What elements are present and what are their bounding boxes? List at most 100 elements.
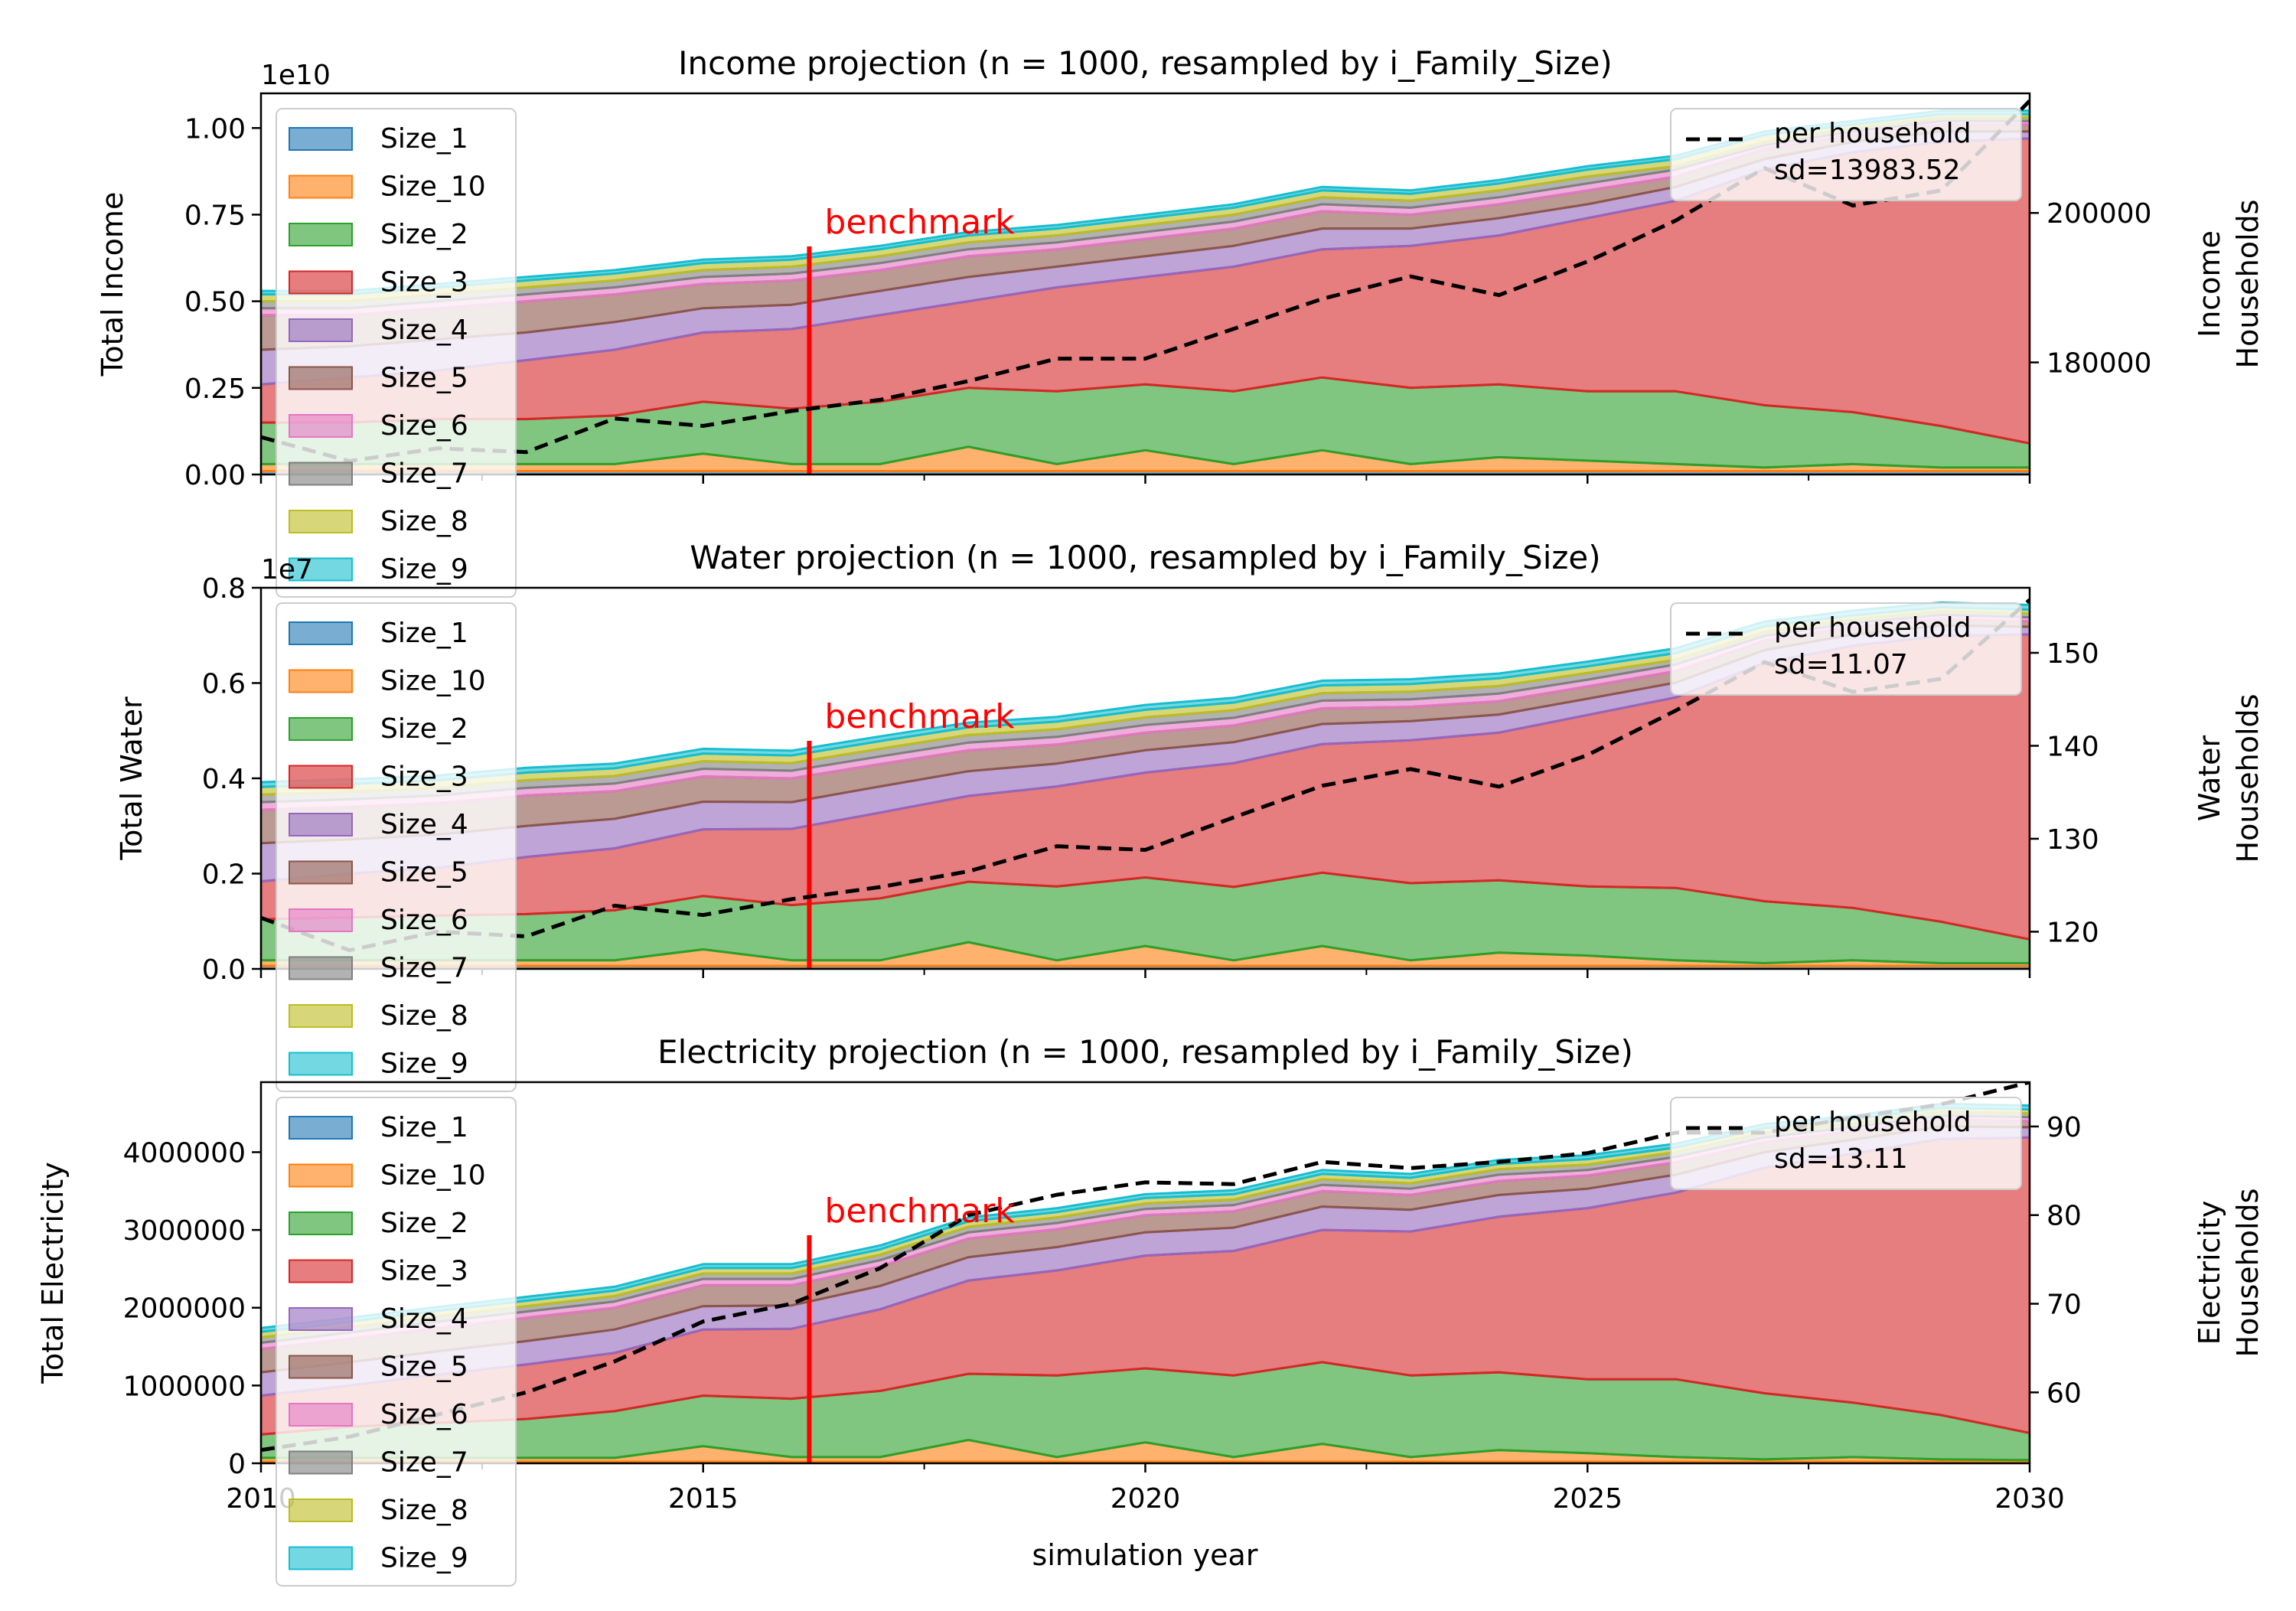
y2-tick-label: 120 bbox=[2047, 917, 2099, 948]
legend-swatch-size-2 bbox=[289, 717, 353, 741]
chart-title: Income projection (n = 1000, resampled b… bbox=[678, 44, 1613, 82]
y-tick-label: 3000000 bbox=[123, 1215, 246, 1247]
x-tick-label: 2015 bbox=[668, 1483, 739, 1515]
legend-label: Size_4 bbox=[380, 315, 468, 346]
chart-title: Water projection (n = 1000, resampled by… bbox=[690, 539, 1600, 576]
legend-swatch-size-9 bbox=[289, 1546, 353, 1570]
legend-swatch-size-10 bbox=[289, 1163, 353, 1188]
legend-swatch-size-5 bbox=[289, 366, 353, 390]
legend-swatch-size-9 bbox=[289, 1052, 353, 1076]
legend-label: Size_9 bbox=[380, 1543, 468, 1574]
legend-swatch-size-5 bbox=[289, 1355, 353, 1379]
legend-swatch-size-1 bbox=[289, 621, 353, 645]
legend-label: Size_7 bbox=[380, 458, 468, 490]
legend-per-household-label: per household bbox=[1774, 612, 1971, 644]
legend-swatch-size-8 bbox=[289, 1004, 353, 1028]
legend-swatch-size-10 bbox=[289, 669, 353, 693]
y-tick-label: 4000000 bbox=[123, 1137, 246, 1169]
legend-label: Size_5 bbox=[380, 1352, 468, 1383]
y2-tick-label: 60 bbox=[2047, 1378, 2082, 1409]
x-tick-label: 2030 bbox=[1994, 1483, 2065, 1515]
y-tick-label: 0.25 bbox=[184, 373, 246, 405]
legend-frame bbox=[1670, 1097, 2022, 1190]
legend-label: Size_5 bbox=[380, 857, 468, 889]
legend-sd-label: sd=13.11 bbox=[1774, 1143, 1908, 1175]
y-tick-label: 0.6 bbox=[202, 669, 246, 700]
legend-label: Size_6 bbox=[380, 905, 468, 936]
legend-swatch-size-3 bbox=[289, 1259, 353, 1283]
legend-swatch-size-5 bbox=[289, 860, 353, 885]
x-tick-label: 2020 bbox=[1110, 1483, 1181, 1515]
y2-axis-label: Electricity bbox=[2193, 1201, 2226, 1345]
y-axis-label: Total Income bbox=[96, 192, 129, 377]
legend-swatch-size-4 bbox=[289, 318, 353, 342]
y2-tick-label: 150 bbox=[2047, 638, 2099, 670]
legend-swatch-size-6 bbox=[289, 1403, 353, 1427]
panels: benchmark0.000.250.500.751.001e101800002… bbox=[36, 44, 2265, 1587]
legend-label: Size_8 bbox=[380, 506, 468, 537]
legend-label: Size_4 bbox=[380, 809, 468, 840]
legend-label: Size_3 bbox=[380, 761, 468, 793]
legend-per-household-label: per household bbox=[1774, 118, 1971, 149]
legend-swatch-size-2 bbox=[289, 223, 353, 246]
legend-label: Size_2 bbox=[380, 713, 468, 745]
y-tick-label: 0.75 bbox=[184, 200, 246, 231]
y-tick-label: 0.0 bbox=[202, 954, 246, 986]
legend-swatch-size-4 bbox=[289, 1307, 353, 1331]
legend-swatch-size-6 bbox=[289, 908, 353, 932]
legend-label: Size_2 bbox=[380, 1208, 468, 1239]
area-size-9 bbox=[261, 601, 2030, 788]
legend-label: Size_9 bbox=[380, 1048, 468, 1080]
plot-area bbox=[261, 99, 2030, 474]
legend-label: Size_7 bbox=[380, 953, 468, 984]
y-tick-label: 0.50 bbox=[184, 287, 246, 318]
legend-label: Size_6 bbox=[380, 410, 468, 442]
legend-label: Size_4 bbox=[380, 1303, 468, 1335]
y2-tick-label: 80 bbox=[2047, 1201, 2082, 1232]
legend-swatch-size-1 bbox=[289, 1116, 353, 1140]
y-tick-label: 1000000 bbox=[123, 1371, 246, 1402]
legend-swatch-size-8 bbox=[289, 1498, 353, 1522]
y2-tick-label: 90 bbox=[2047, 1112, 2082, 1143]
y-tick-label: 0.00 bbox=[184, 460, 246, 491]
benchmark-label: benchmark bbox=[824, 203, 1015, 242]
legend-sd-label: sd=13983.52 bbox=[1774, 155, 1961, 186]
legend-label: Size_3 bbox=[380, 1256, 468, 1287]
y-tick-label: 0.4 bbox=[202, 764, 246, 795]
legend-label: Size_5 bbox=[380, 363, 468, 394]
legend-swatch-size-7 bbox=[289, 1450, 353, 1475]
legend-sizes: Size_1 Size_10 Size_2 Size_3 Size_4 Size_5 Siz… bbox=[276, 108, 517, 598]
legend-label: Size_10 bbox=[380, 1160, 486, 1192]
legend-per-household-label: per household bbox=[1774, 1107, 1971, 1138]
legend-per-household: per household sd=13.11 bbox=[1670, 1097, 2022, 1190]
chart-panel-1: benchmark 0.0 0.2 0.4 0.6 0.8 1e7 120 130 140 150 W… bbox=[115, 539, 2265, 1092]
y-scale-label: 1e7 bbox=[261, 554, 313, 585]
y2-axis-label: Households bbox=[2231, 1189, 2265, 1358]
chart-title: Electricity projection (n = 1000, resamp… bbox=[657, 1033, 1633, 1071]
legend-swatch-size-6 bbox=[289, 414, 353, 438]
legend-sd-label: sd=11.07 bbox=[1774, 649, 1908, 680]
chart-panel-0: benchmark 0.00 0.25 0.50 0.75 1.00 1e10 180000 2… bbox=[96, 44, 2265, 598]
y2-tick-label: 70 bbox=[2047, 1290, 2082, 1321]
legend-label: Size_2 bbox=[380, 219, 468, 250]
legend-per-household: per household sd=11.07 bbox=[1670, 602, 2022, 696]
legend-swatch-size-2 bbox=[289, 1212, 353, 1235]
y2-axis-label: Income bbox=[2193, 230, 2226, 338]
legend-swatch-size-3 bbox=[289, 765, 353, 789]
x-axis-label: simulation year bbox=[1032, 1538, 1258, 1572]
legend-label: Size_3 bbox=[380, 267, 468, 298]
legend-label: Size_9 bbox=[380, 554, 468, 585]
legend-label: Size_7 bbox=[380, 1447, 468, 1479]
y2-axis-label: Households bbox=[2231, 694, 2265, 863]
legend-swatch-size-10 bbox=[289, 174, 353, 199]
legend-per-household: per household sd=13983.52 bbox=[1670, 108, 2022, 201]
x-tick-label: 2025 bbox=[1552, 1483, 1623, 1515]
legend-label: Size_8 bbox=[380, 1000, 468, 1032]
area-size-9 bbox=[261, 109, 2030, 296]
legend-swatch-size-4 bbox=[289, 813, 353, 836]
y-tick-label: 0 bbox=[228, 1449, 246, 1480]
legend-sizes: Size_1 Size_10 Size_2 Size_3 Size_4 Size_5 Siz… bbox=[276, 602, 517, 1092]
